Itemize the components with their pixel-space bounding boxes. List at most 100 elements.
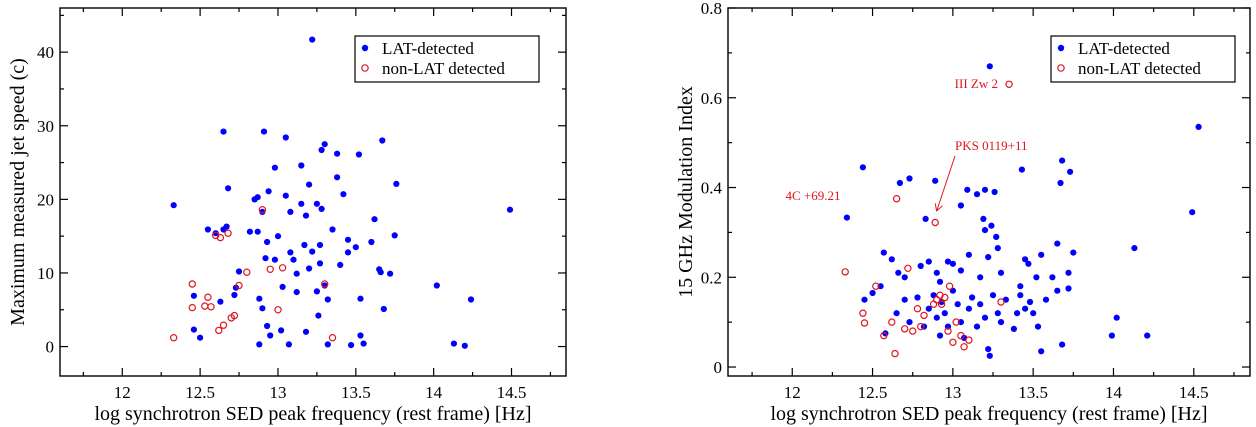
- lat-point: [1018, 166, 1025, 173]
- nonlat-point: [941, 293, 949, 302]
- legend-marker-lat: [1057, 44, 1065, 52]
- lat-point: [977, 274, 984, 281]
- lat-point: [217, 298, 224, 305]
- lat-point: [337, 261, 344, 268]
- lat-point: [914, 294, 921, 301]
- lat-point: [993, 233, 1000, 240]
- nonlat-point: [960, 343, 968, 351]
- legend-marker-nonlat: [1057, 64, 1065, 72]
- nonlat-point: [937, 300, 946, 308]
- lat-point: [1038, 251, 1045, 258]
- lat-point: [259, 208, 266, 215]
- lat-point: [264, 238, 271, 246]
- lat-point: [901, 274, 908, 281]
- lat-point: [1108, 332, 1115, 339]
- x-tick-label: 12: [784, 383, 801, 402]
- lat-point: [869, 289, 876, 297]
- lat-point: [506, 206, 514, 213]
- lat-point: [265, 188, 272, 195]
- lat-point: [1113, 314, 1120, 321]
- lat-point: [290, 256, 297, 263]
- nonlat-point: [945, 282, 954, 290]
- x-tick-label: 14.5: [1179, 383, 1209, 402]
- lat-point: [360, 340, 367, 347]
- data-points: [169, 36, 514, 349]
- y-tick-label: 0.2: [701, 268, 722, 287]
- lat-point: [936, 332, 944, 339]
- lat-point: [988, 222, 995, 229]
- lat-point: [377, 269, 384, 276]
- lat-point: [285, 341, 292, 348]
- lat-point: [880, 249, 887, 256]
- lat-point: [260, 128, 268, 135]
- lat-point: [313, 288, 320, 295]
- lat-point: [282, 192, 289, 199]
- nonlat-point: [944, 327, 952, 335]
- lat-point: [989, 292, 997, 299]
- lat-point: [197, 334, 204, 341]
- lat-point: [190, 326, 197, 333]
- lat-point: [334, 150, 341, 157]
- lat-point: [1131, 245, 1138, 252]
- lat-point: [204, 226, 211, 233]
- nonlat-point: [278, 264, 287, 272]
- lat-point: [293, 289, 300, 296]
- nonlat-point: [235, 281, 243, 290]
- lat-point: [922, 215, 929, 222]
- lat-point: [1057, 179, 1064, 187]
- lat-point: [895, 269, 902, 276]
- nonlat-point: [207, 303, 215, 311]
- lat-point: [259, 305, 266, 312]
- x-axis-label: log synchrotron SED peak frequency (rest…: [770, 403, 1207, 425]
- nonlat-point: [872, 282, 880, 290]
- lat-point: [329, 226, 336, 233]
- nonlat-point: [258, 205, 267, 214]
- lat-point: [235, 268, 243, 275]
- lat-point: [223, 223, 230, 230]
- plot-frame: [59, 7, 567, 377]
- lat-point: [1067, 168, 1074, 175]
- lat-point: [925, 305, 932, 312]
- lat-point: [302, 212, 310, 219]
- nonlat-point: [321, 280, 329, 288]
- nonlat-point: [917, 322, 925, 331]
- lat-point: [957, 202, 965, 209]
- lat-point: [380, 305, 387, 313]
- nonlat-point: [913, 305, 922, 313]
- lat-point: [1022, 256, 1029, 263]
- lat-point: [355, 151, 362, 158]
- nonlat-point: [920, 311, 928, 320]
- plot-frame: [727, 7, 1251, 377]
- lat-point: [379, 137, 386, 144]
- lat-point: [271, 256, 278, 263]
- legend-label-nonlat: non-LAT detected: [1078, 59, 1201, 78]
- lat-point: [313, 200, 320, 207]
- nonlat-point: [892, 194, 901, 203]
- legend-label-lat: LAT-detected: [1078, 39, 1170, 58]
- lat-point: [991, 188, 998, 196]
- legend-box: [1050, 35, 1236, 83]
- legend-label-nonlat: non-LAT detected: [382, 59, 505, 78]
- lat-point: [859, 164, 867, 171]
- lat-point: [357, 295, 364, 302]
- lat-point: [344, 236, 352, 243]
- lat-point: [936, 278, 944, 285]
- nonlat-point: [952, 318, 960, 326]
- lat-point: [997, 319, 1005, 326]
- lat-point: [1054, 287, 1061, 294]
- lat-point: [861, 296, 868, 303]
- lat-point: [324, 341, 331, 348]
- lat-point: [450, 340, 457, 347]
- lat-point: [949, 260, 957, 267]
- annotation-iii-zw-2: III Zw 2: [955, 76, 998, 91]
- legend-label-lat: LAT-detected: [382, 39, 474, 58]
- modulation-index-panel: 12 12.5 13 13.5 14 14.5 0 0.2 0.4 0.6 0.8 log sync…: [675, 0, 1251, 425]
- lat-point: [1144, 332, 1151, 339]
- lat-point: [306, 181, 313, 188]
- nonlat-point: [901, 325, 909, 333]
- lat-point: [1026, 298, 1034, 306]
- lat-point: [302, 328, 310, 335]
- lat-point: [893, 310, 900, 317]
- lat-point: [246, 228, 253, 235]
